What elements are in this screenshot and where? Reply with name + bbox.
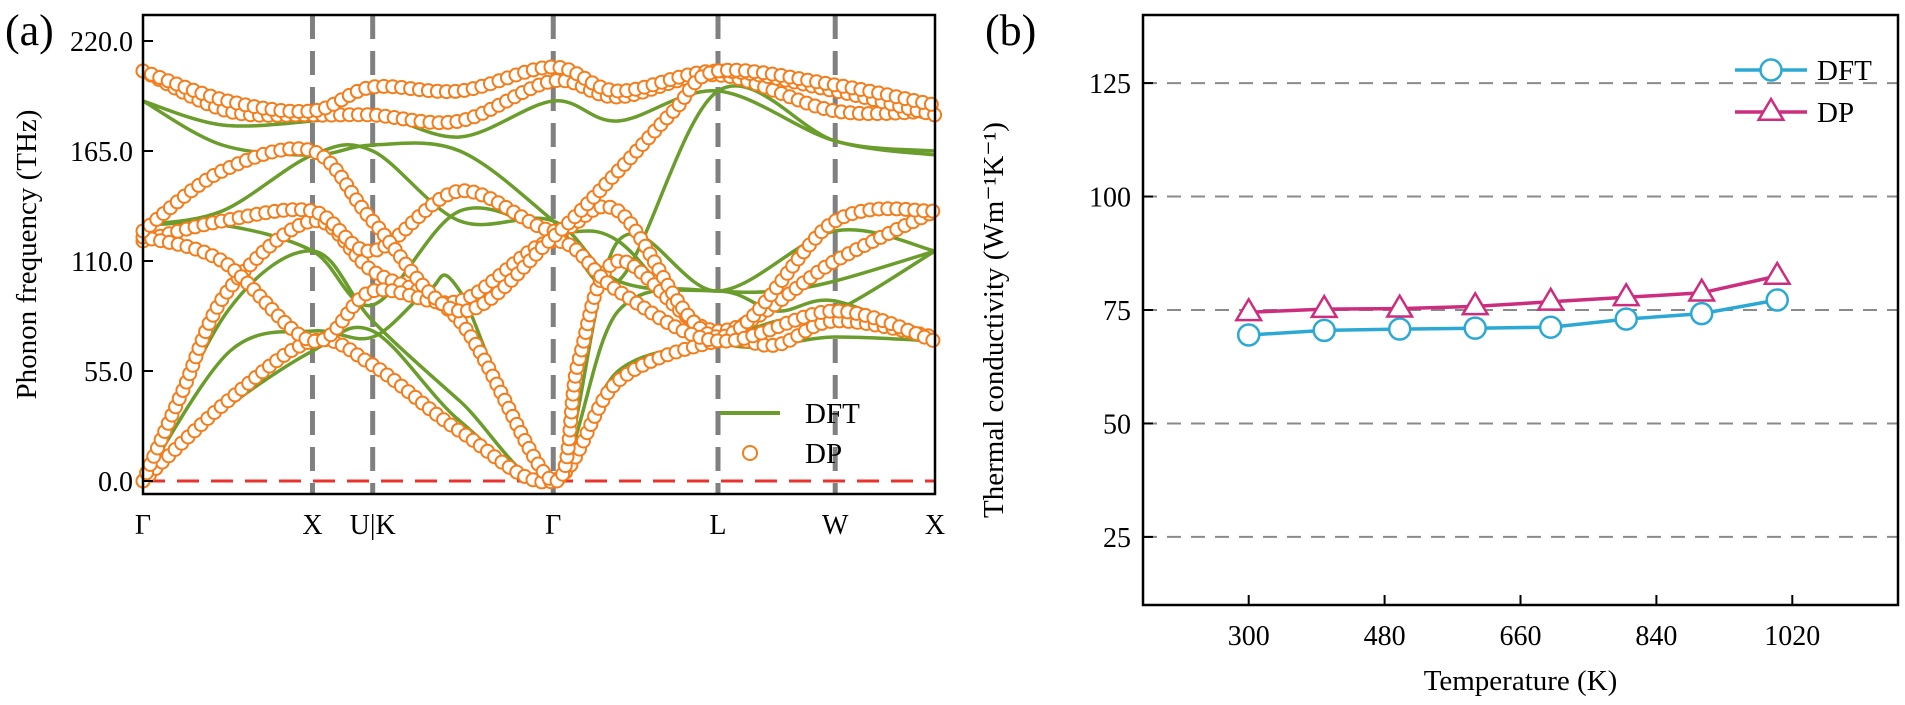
dft-point [1538, 315, 1563, 339]
panel-b-x-ticks: 300 480 660 840 1020 [1228, 595, 1820, 652]
panel-a-plot-frame [141, 13, 937, 496]
panel-a-dp-series [135, 59, 943, 490]
legend-dp-label: DP [805, 438, 842, 470]
panel-b-series [1234, 260, 1792, 347]
x-tick-label: Γ [545, 510, 561, 541]
y-tick-label: 100 [1089, 183, 1131, 214]
x-tick-label: L [709, 510, 726, 541]
legend-dft-label: DFT [805, 398, 860, 430]
dp-point [1234, 296, 1264, 322]
dft-point [1765, 288, 1789, 312]
y-tick-label: 0.0 [98, 467, 133, 498]
dp-point [925, 332, 941, 348]
x-tick-label: 840 [1635, 621, 1677, 652]
x-tick-label: 660 [1500, 621, 1542, 652]
x-tick-label: U|K [350, 510, 396, 541]
x-tick-label: X [925, 510, 945, 541]
legend-dp-circle-marker [742, 445, 758, 461]
panel-a-label: (a) [5, 6, 54, 55]
panel-b-x-axis-title: Temperature (K) [1424, 665, 1618, 697]
y-tick-label: 55.0 [84, 357, 133, 388]
dp-point [1687, 277, 1717, 302]
dft-point [1689, 301, 1714, 326]
panel-b-y-ticks: 25 50 75 100 125 [1089, 69, 1153, 554]
x-tick-label: 1020 [1764, 621, 1820, 652]
panel-b-thermal-conductivity: (b) 25 50 75 100 125 300 480 660 840 1020 Temper… [978, 6, 1900, 697]
dft-series-line [1248, 298, 1778, 337]
dp-point [1536, 286, 1566, 311]
dp-point [1762, 260, 1792, 286]
dft-branch-line [142, 89, 936, 153]
x-tick-label: X [302, 510, 322, 541]
legend-marker-dft [1759, 58, 1783, 82]
dp-series-line [1248, 274, 1778, 315]
dft-point [1312, 318, 1336, 343]
dft-point [1236, 323, 1261, 347]
x-tick-label: 300 [1228, 621, 1270, 652]
dp-point [1309, 293, 1339, 319]
dp-point [925, 203, 941, 219]
dft-point [1463, 316, 1487, 340]
panel-a-y-axis-title: Phonon frequency (THz) [11, 110, 43, 400]
y-tick-label: 220.0 [70, 27, 133, 58]
panel-b-legend: DFT DP [1735, 55, 1872, 129]
panel-a-phonon-dispersion: (a) 0.0 55.0 110.0 165.0 220.0 Γ X U|K Γ L W X Pho… [5, 6, 945, 541]
panel-a-x-ticks: Γ X U|K Γ L W X [135, 510, 945, 541]
legend-label-dp: DP [1817, 97, 1854, 129]
panel-b-label: (b) [985, 6, 1036, 55]
dft-point [1387, 317, 1412, 341]
y-tick-label: 125 [1089, 69, 1131, 100]
y-tick-label: 25 [1103, 523, 1131, 554]
x-tick-label: Γ [135, 510, 151, 541]
x-tick-label: W [822, 510, 849, 541]
y-tick-label: 110.0 [71, 247, 133, 278]
y-tick-label: 165.0 [70, 137, 133, 168]
panel-b-y-axis-title: Thermal conductivity (Wm⁻¹K⁻¹) [978, 122, 1010, 518]
x-tick-label: 480 [1364, 621, 1406, 652]
panel-a-legend: DFT DP [720, 398, 860, 470]
dp-point [1611, 281, 1641, 307]
y-tick-label: 75 [1103, 296, 1131, 327]
dp-point [1385, 293, 1415, 318]
legend-label-dft: DFT [1817, 55, 1872, 87]
panel-a-y-ticks: 0.0 55.0 110.0 165.0 220.0 [70, 27, 153, 498]
y-tick-label: 50 [1103, 409, 1131, 440]
dft-point [1614, 307, 1638, 331]
legend-marker-dp [1756, 96, 1786, 122]
dp-point [1460, 290, 1490, 316]
